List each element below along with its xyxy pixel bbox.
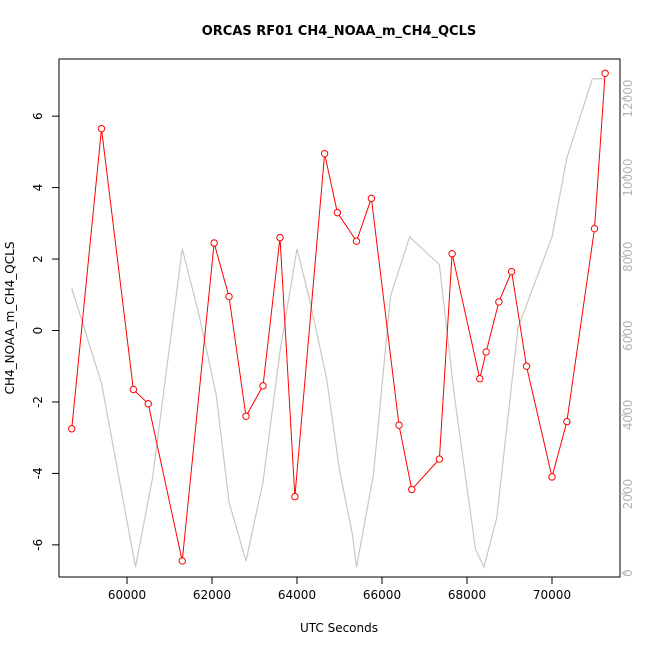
data-point [178,557,186,565]
y-tick-label: -6 [31,539,45,551]
series-layer [68,69,609,569]
data-point [97,124,106,133]
data-point [435,455,444,463]
data-point [144,400,152,408]
y-tick-label: -2 [31,396,45,408]
x-tick-label: 64000 [278,588,316,602]
data-point [495,298,503,306]
data-point [320,149,329,158]
data-point [522,362,531,370]
data-point [367,194,376,203]
data-point [129,385,138,394]
y2-tick-label: 8000 [621,241,635,272]
data-point [507,267,516,276]
y-tick-label: 2 [31,255,45,263]
data-point [601,69,609,77]
data-point [476,375,484,383]
chart-title: ORCAS RF01 CH4_NOAA_m_CH4_QCLS [202,24,476,39]
y-tick-label: -4 [31,467,45,479]
x-axis-label: UTC Seconds [300,621,378,635]
x-tick-label: 70000 [533,588,571,602]
data-point [210,239,218,247]
y2-tick-label: 2000 [621,479,635,510]
data-point [352,237,361,245]
data-point [482,348,490,356]
y-axis-label: CH4_NOAA_m_CH4_QCLS [3,242,17,395]
y-tick-label: 6 [31,112,45,120]
y-tick-label: 4 [31,184,45,192]
x-tick-label: 62000 [193,588,231,602]
y-axis: -6 -4 -2 0 2 4 6 [31,112,59,551]
x-axis: 60000 62000 64000 66000 68000 70000 [108,577,571,602]
data-point [242,412,250,420]
secondary-y-axis: 0 2000 4000 6000 8000 10000 12000 [620,79,635,577]
x-tick-label: 68000 [448,588,486,602]
data-point [276,233,284,242]
data-point [408,485,416,494]
data-point [259,382,267,390]
series-line-primary [71,73,606,562]
y2-tick-label: 0 [621,569,635,577]
data-point [68,425,76,433]
y2-tick-label: 12000 [621,79,635,117]
data-point [333,208,342,217]
series-line-secondary [71,78,606,569]
x-tick-label: 60000 [108,588,146,602]
y2-tick-label: 6000 [621,321,635,352]
x-tick-label: 66000 [363,588,401,602]
plot-frame [58,58,621,578]
data-point [395,421,403,429]
data-point [548,473,556,481]
y2-tick-label: 4000 [621,400,635,431]
data-point [590,224,599,233]
data-point [225,292,233,301]
y2-tick-label: 10000 [621,159,635,197]
data-point [291,492,299,501]
data-point [563,417,571,426]
data-point [448,249,456,258]
y-tick-label: 0 [31,327,45,335]
